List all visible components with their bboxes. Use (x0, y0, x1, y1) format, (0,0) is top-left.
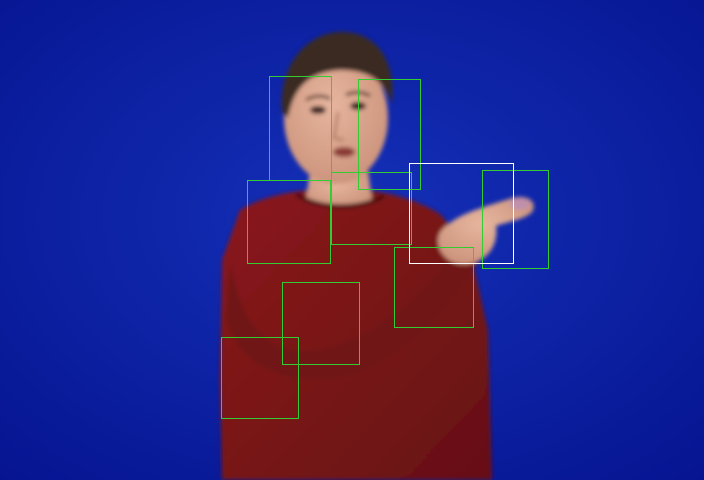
right-eye (350, 102, 366, 110)
left-eye (310, 106, 326, 114)
nose (332, 111, 345, 142)
hair (281, 31, 393, 118)
mouth (333, 147, 355, 157)
